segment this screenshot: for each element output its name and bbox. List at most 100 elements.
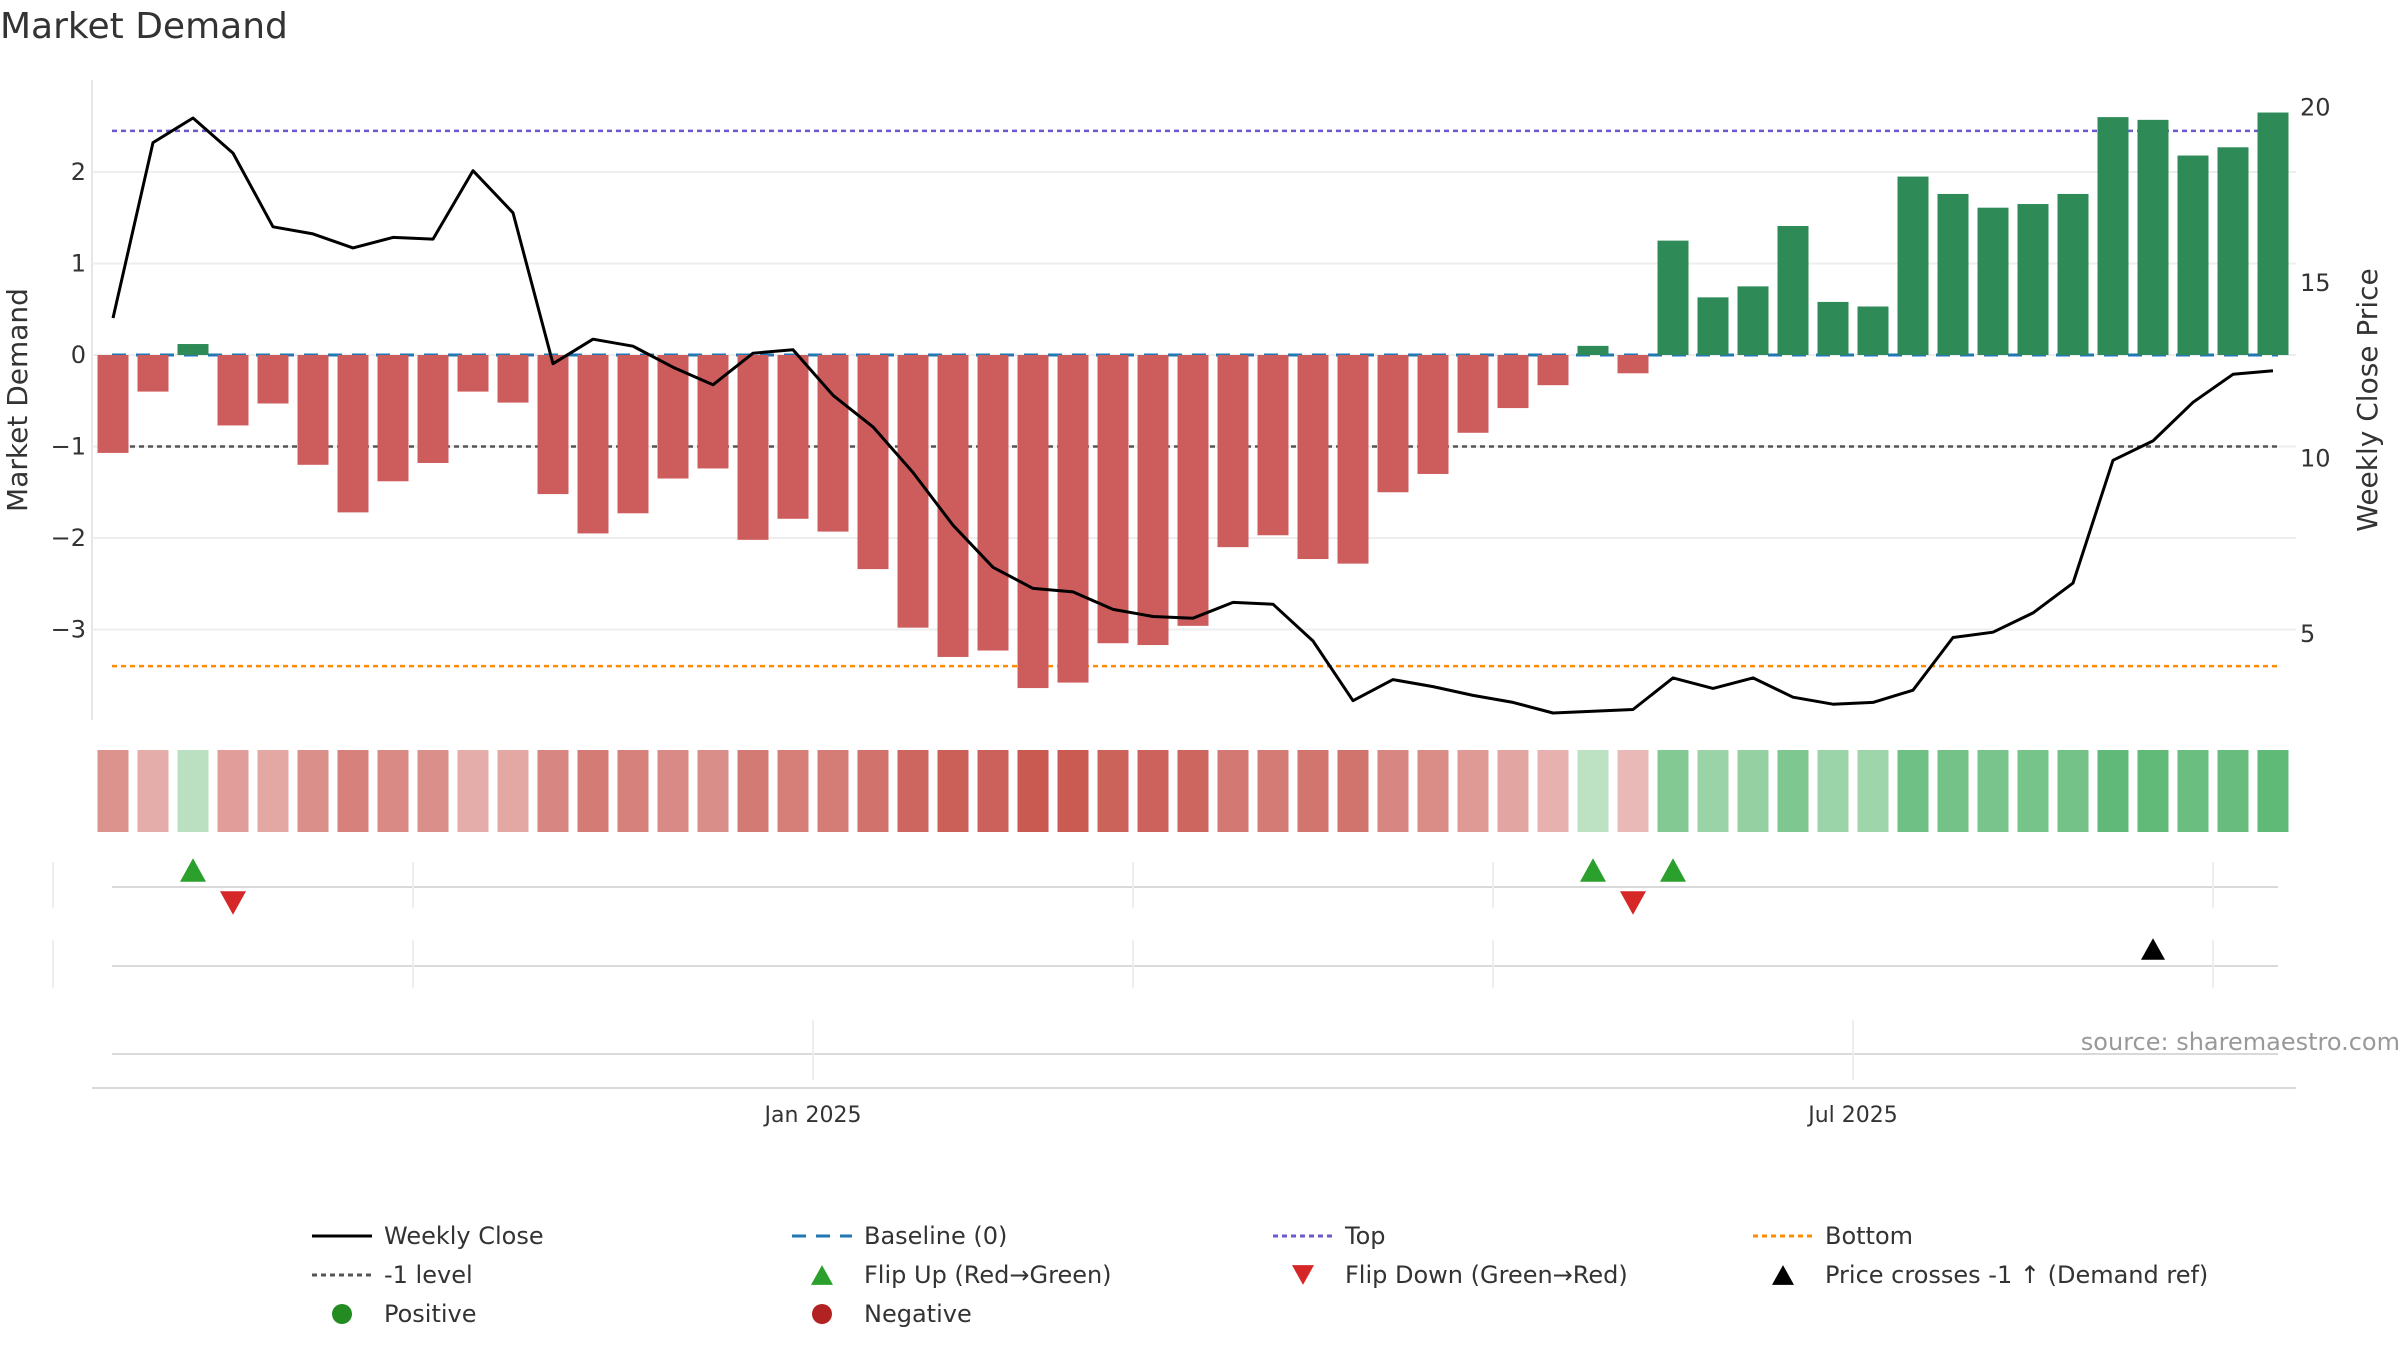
- demand-bar-52: [2177, 155, 2209, 355]
- legend-swatch-6: [1292, 1265, 1314, 1285]
- flip-down-marker-1: [1620, 891, 1646, 915]
- demand-bar-19: [857, 355, 889, 570]
- demand-bar-20: [897, 355, 929, 628]
- heat-cell-31: [1337, 750, 1369, 832]
- demand-bar-50: [2097, 117, 2129, 355]
- demand-bar-4: [257, 355, 289, 404]
- heat-cell-36: [1537, 750, 1569, 832]
- heat-cell-44: [1857, 750, 1889, 832]
- demand-bar-28: [1217, 355, 1249, 548]
- heat-cell-8: [417, 750, 449, 832]
- y-left-tick-3: −1: [51, 433, 86, 461]
- demand-bar-42: [1777, 225, 1809, 355]
- heat-cell-32: [1377, 750, 1409, 832]
- demand-bar-21: [937, 355, 969, 657]
- demand-heat-strip: [97, 750, 2289, 832]
- demand-bar-33: [1417, 355, 1449, 474]
- heat-cell-38: [1617, 750, 1649, 832]
- legend-item-6: Flip Down (Green→Red): [1292, 1261, 1628, 1289]
- legend-item-3: Bottom: [1753, 1222, 1913, 1250]
- heat-cell-42: [1777, 750, 1809, 832]
- legend-label-8: Positive: [384, 1300, 477, 1328]
- heat-cell-0: [97, 750, 129, 832]
- legend-item-9: Negative: [812, 1300, 972, 1328]
- demand-bars: [97, 112, 2289, 689]
- heat-cell-3: [217, 750, 249, 832]
- heat-cell-29: [1257, 750, 1289, 832]
- demand-bar-24: [1057, 355, 1089, 683]
- y-left-tick-0: 2: [71, 158, 86, 186]
- demand-bar-37: [1577, 345, 1609, 355]
- legend-item-8: Positive: [332, 1300, 477, 1328]
- heat-cell-24: [1057, 750, 1089, 832]
- heat-cell-15: [697, 750, 729, 832]
- heat-cell-45: [1897, 750, 1929, 832]
- demand-bar-23: [1017, 355, 1049, 689]
- heat-cell-27: [1177, 750, 1209, 832]
- demand-bar-46: [1937, 193, 1969, 355]
- demand-bar-35: [1497, 355, 1529, 409]
- chart-title: Market Demand: [0, 6, 288, 47]
- weekly-close-line: [111, 116, 2274, 715]
- demand-bar-54: [2257, 112, 2289, 356]
- x-tick-1: Jul 2025: [1806, 1103, 1898, 1128]
- demand-bar-53: [2217, 147, 2249, 355]
- legend-label-4: -1 level: [384, 1261, 473, 1289]
- heat-cell-1: [137, 750, 169, 832]
- heat-cell-22: [977, 750, 1009, 832]
- heat-cell-17: [777, 750, 809, 832]
- heat-cell-33: [1417, 750, 1449, 832]
- heat-cell-47: [1977, 750, 2009, 832]
- heat-cell-54: [2257, 750, 2289, 832]
- demand-bar-49: [2057, 193, 2089, 355]
- demand-bar-31: [1337, 355, 1369, 564]
- demand-bar-17: [777, 355, 809, 519]
- heat-cell-10: [497, 750, 529, 832]
- legend-label-7: Price crosses -1 ↑ (Demand ref): [1825, 1261, 2208, 1289]
- heat-cell-34: [1457, 750, 1489, 832]
- flip-up-marker-0: [180, 858, 206, 882]
- demand-bar-0: [97, 355, 129, 453]
- heat-cell-41: [1737, 750, 1769, 832]
- price-cross-marker-0: [2141, 938, 2165, 960]
- demand-bar-32: [1377, 355, 1409, 493]
- demand-bar-16: [737, 355, 769, 540]
- heat-cell-46: [1937, 750, 1969, 832]
- heat-cell-21: [937, 750, 969, 832]
- heat-cell-35: [1497, 750, 1529, 832]
- heat-cell-49: [2057, 750, 2089, 832]
- legend-label-3: Bottom: [1825, 1222, 1913, 1250]
- heat-cell-48: [2017, 750, 2049, 832]
- flip-up-marker-2: [1660, 858, 1686, 882]
- heat-cell-13: [617, 750, 649, 832]
- heat-cell-37: [1577, 750, 1609, 832]
- demand-bar-27: [1177, 355, 1209, 626]
- legend-label-5: Flip Up (Red→Green): [864, 1261, 1112, 1289]
- y-right-tick-0: 20: [2300, 94, 2331, 122]
- legend-label-1: Baseline (0): [864, 1222, 1007, 1250]
- heat-cell-43: [1817, 750, 1849, 832]
- demand-bar-1: [137, 355, 169, 392]
- heat-cell-6: [337, 750, 369, 832]
- heat-cell-51: [2137, 750, 2169, 832]
- legend-swatch-9: [812, 1304, 832, 1324]
- y-right-tick-3: 5: [2300, 620, 2315, 648]
- heat-cell-28: [1217, 750, 1249, 832]
- legend-item-2: Top: [1273, 1222, 1386, 1250]
- y-left-tick-4: −2: [51, 524, 86, 552]
- flip-down-marker-0: [220, 891, 246, 915]
- demand-bar-5: [297, 355, 329, 465]
- legend-label-0: Weekly Close: [384, 1222, 544, 1250]
- heat-cell-50: [2097, 750, 2129, 832]
- legend-swatch-8: [332, 1304, 352, 1324]
- heat-cell-30: [1297, 750, 1329, 832]
- legend-label-9: Negative: [864, 1300, 972, 1328]
- demand-bar-6: [337, 355, 369, 513]
- legend-label-6: Flip Down (Green→Red): [1345, 1261, 1628, 1289]
- demand-bar-43: [1817, 301, 1849, 355]
- demand-bar-51: [2137, 119, 2169, 355]
- source-text: source: sharemaestro.com: [2081, 1028, 2400, 1056]
- y-right-tick-2: 10: [2300, 445, 2331, 473]
- demand-bar-7: [377, 355, 409, 482]
- legend-item-0: Weekly Close: [312, 1222, 544, 1250]
